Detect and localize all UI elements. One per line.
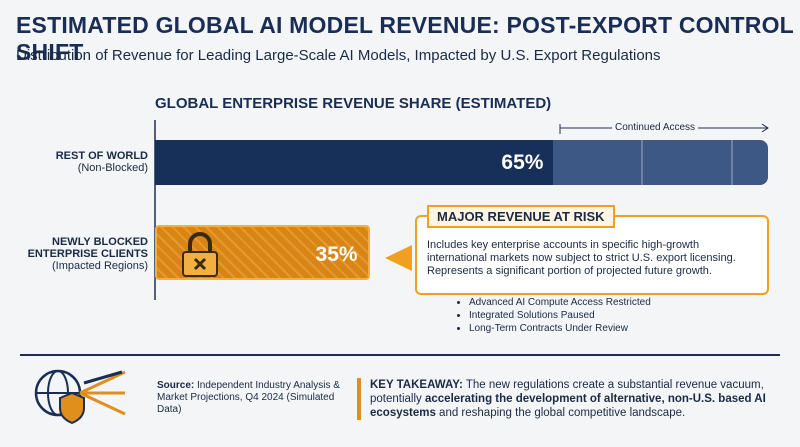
category: REST OF WORLD [55, 150, 148, 162]
source: Source: Independent Industry Analysis & … [157, 380, 342, 416]
lock-icon [182, 232, 218, 277]
takeaway-text: and reshaping the global competitive lan… [435, 407, 686, 419]
takeaway-label: KEY TAKEAWAY: [370, 379, 463, 391]
value-label: 65% [501, 150, 544, 174]
value-label: 35% [315, 242, 358, 266]
source-label: Source: [157, 380, 195, 391]
bullets: Advanced AI Compute Access RestrictedInt… [455, 296, 651, 335]
title: ESTIMATED GLOBAL AI MODEL REVENUE: POST-… [16, 12, 794, 65]
callout-body: Includes key enterprise accounts in spec… [427, 239, 736, 277]
bullet: Integrated Solutions Paused [469, 309, 651, 322]
chart-title: GLOBAL ENTERPRISE REVENUE SHARE (ESTIMAT… [155, 95, 552, 112]
category-note: (Non-Blocked) [77, 162, 148, 174]
category: NEWLY BLOCKED ENTERPRISE CLIENTS [27, 236, 148, 260]
category-note: (Impacted Regions) [52, 260, 148, 272]
category-label: NEWLY BLOCKED ENTERPRISE CLIENTS (Impacte… [13, 236, 148, 272]
bullet: Advanced AI Compute Access Restricted [469, 296, 651, 309]
takeaway: KEY TAKEAWAY: The new regulations create… [370, 378, 785, 420]
annotation: Continued Access [612, 122, 699, 133]
takeaway-text: The new regulations create a substantial… [370, 379, 764, 405]
bullet: Long-Term Contracts Under Review [469, 322, 651, 335]
callout-title: MAJOR REVENUE AT RISK [427, 205, 615, 228]
callout: MAJOR REVENUE AT RISK Includes key enter… [415, 205, 769, 295]
takeaway-bold: accelerating the development of alternat… [370, 393, 766, 419]
subtitle: Distribution of Revenue for Leading Larg… [16, 47, 661, 64]
bar-extension [553, 140, 768, 185]
category-label: REST OF WORLD (Non-Blocked) [13, 150, 148, 174]
source-text: Independent Industry Analysis & Market P… [157, 380, 340, 415]
bar: 65% [155, 140, 554, 185]
